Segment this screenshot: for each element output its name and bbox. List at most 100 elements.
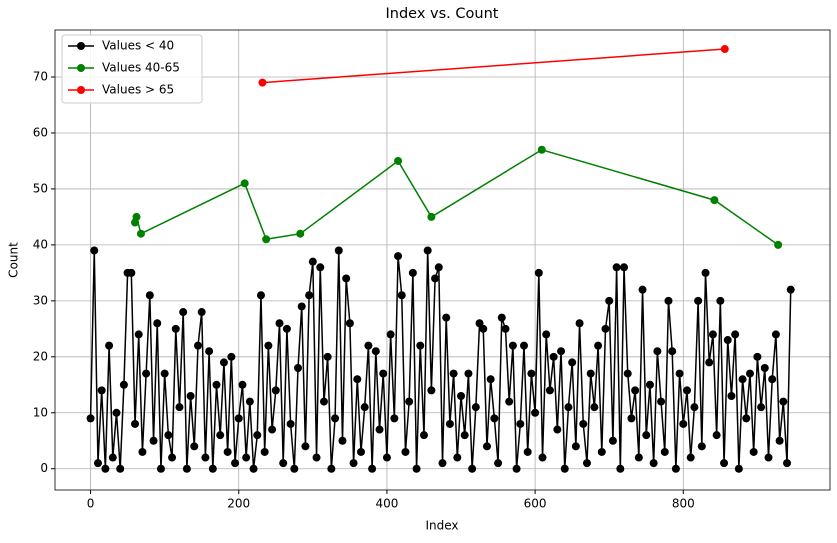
marker (560, 464, 569, 473)
marker (149, 436, 158, 445)
legend-label: Values < 40 (102, 39, 174, 53)
marker (119, 380, 128, 389)
legend-marker (77, 64, 85, 72)
chart-title: Index vs. Count (386, 6, 499, 22)
y-tick-label: 50 (33, 181, 48, 195)
marker (108, 453, 117, 462)
marker (171, 324, 180, 333)
marker (664, 296, 673, 305)
marker (268, 425, 277, 434)
marker (101, 464, 110, 473)
x-tick-label: 400 (375, 497, 398, 511)
marker (131, 419, 140, 428)
marker (720, 459, 729, 468)
marker (442, 313, 451, 322)
marker (742, 414, 751, 423)
marker (240, 179, 249, 188)
marker (397, 291, 406, 300)
marker (262, 235, 271, 244)
marker (297, 302, 306, 311)
marker (434, 263, 443, 272)
marker (182, 464, 191, 473)
marker (771, 330, 780, 339)
marker (534, 268, 543, 277)
marker (612, 263, 621, 272)
marker (627, 414, 636, 423)
marker (275, 319, 284, 328)
marker (482, 442, 491, 451)
marker (616, 464, 625, 473)
marker (308, 257, 317, 266)
marker (449, 369, 458, 378)
marker (557, 347, 566, 356)
marker (264, 341, 273, 350)
marker (723, 336, 732, 345)
marker (512, 464, 521, 473)
marker (683, 386, 692, 395)
marker (642, 431, 651, 440)
marker (405, 397, 414, 406)
marker (575, 319, 584, 328)
marker (549, 352, 558, 361)
marker (238, 380, 247, 389)
marker (668, 347, 677, 356)
marker (260, 447, 269, 456)
marker (745, 369, 754, 378)
marker (594, 341, 603, 350)
marker (457, 391, 466, 400)
marker (127, 268, 136, 277)
marker (345, 319, 354, 328)
marker (105, 341, 114, 350)
marker (775, 436, 784, 445)
marker (160, 369, 169, 378)
legend-marker (77, 86, 85, 94)
marker (156, 464, 165, 473)
marker (537, 145, 546, 154)
marker (282, 324, 291, 333)
marker (305, 291, 314, 300)
marker (290, 464, 299, 473)
marker (445, 419, 454, 428)
marker (253, 431, 262, 440)
marker (296, 229, 305, 238)
marker (786, 285, 795, 294)
marker (312, 453, 321, 462)
marker (319, 397, 328, 406)
marker (486, 375, 495, 384)
marker (527, 369, 536, 378)
marker (427, 386, 436, 395)
marker (783, 459, 792, 468)
plot-frame (54, 29, 831, 491)
marker (371, 347, 380, 356)
marker (720, 45, 729, 54)
marker (134, 330, 143, 339)
marker (316, 263, 325, 272)
marker (738, 375, 747, 384)
marker (331, 414, 340, 423)
marker (423, 246, 432, 255)
marker (531, 408, 540, 417)
marker (216, 431, 225, 440)
marker (764, 453, 773, 462)
marker (438, 459, 447, 468)
marker (623, 369, 632, 378)
marker (279, 459, 288, 468)
marker (579, 419, 588, 428)
marker (90, 246, 99, 255)
marker (597, 447, 606, 456)
marker (505, 397, 514, 406)
marker (471, 403, 480, 412)
marker (727, 391, 736, 400)
line (262, 48, 725, 84)
marker (408, 268, 417, 277)
marker (464, 369, 473, 378)
marker (657, 397, 666, 406)
marker (416, 341, 425, 350)
marker (227, 352, 236, 361)
line (134, 148, 779, 246)
marker (360, 403, 369, 412)
marker (97, 386, 106, 395)
marker (508, 341, 517, 350)
marker (605, 296, 614, 305)
